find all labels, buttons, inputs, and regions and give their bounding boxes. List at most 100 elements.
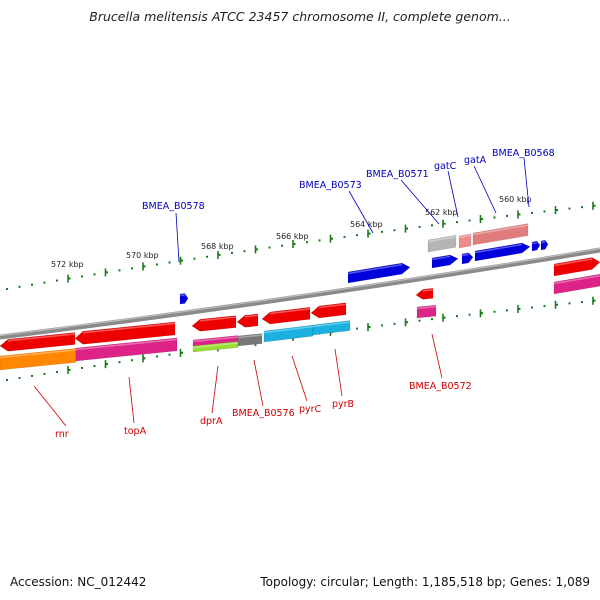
gene-topa [74, 321, 176, 345]
gene-bmea-b0578 [179, 293, 189, 305]
gene-pyrc-outer-shine [263, 325, 314, 334]
gene-pyrb-outer-shine [312, 321, 351, 328]
scale-dot [368, 325, 371, 328]
gene-dpra-outer-2 [192, 341, 239, 353]
reverse-leader-line [291, 355, 308, 402]
scale-dot [393, 229, 396, 232]
reverse-leader-line [253, 359, 264, 407]
scale-dot [118, 269, 121, 272]
gene-bmea-b0572-shine [422, 289, 434, 292]
scale-dot [356, 234, 358, 237]
scale-dot [568, 207, 571, 210]
gene-bmea-b0573-shine [347, 263, 403, 275]
gene-dpra-outer-1-shine [192, 336, 239, 343]
reverse-leader-line [211, 365, 219, 414]
gene-label-bmea-b0568[interactable]: BMEA_B0568 [492, 148, 555, 159]
gene-b0572-outer [416, 304, 437, 319]
scale-dot [543, 210, 546, 213]
scale-dot [218, 253, 221, 256]
scale-dot [43, 372, 46, 375]
gene-topa-outer [75, 337, 178, 362]
forward-leader-line [400, 179, 440, 225]
gene-label-bmea-b0576[interactable]: BMEA_B0576 [232, 408, 295, 419]
scale-dot [56, 279, 58, 282]
gene-label-bmea-b0572[interactable]: BMEA_B0572 [409, 381, 472, 392]
scale-dot [193, 257, 196, 260]
scale-label-566: 566 kbp [276, 232, 309, 241]
scale-dot [256, 248, 258, 251]
gene-dpra-shine [199, 316, 237, 322]
scale-dot [6, 379, 8, 382]
gene-label-bmea-b0578[interactable]: BMEA_B0578 [142, 201, 205, 212]
scale-label-572: 572 kbp [51, 260, 84, 269]
gene-features [0, 223, 600, 371]
gene-right-pink-shine [553, 274, 600, 285]
scale-dot [531, 306, 533, 309]
scale-dot [6, 287, 8, 290]
scale-dot [181, 351, 183, 354]
gene-label-bmea-b0573[interactable]: BMEA_B0573 [299, 180, 362, 191]
scale-dot [393, 322, 396, 325]
reverse-labels: rnr topA dprA BMEA_B0576 pyrC pyrB BMEA_… [55, 381, 472, 440]
gene-topa-shine [82, 322, 176, 334]
scale-dot [243, 250, 246, 253]
scale-dot [481, 217, 483, 220]
gene-pyrc-outer [263, 324, 314, 343]
gene-small-fwd-2-shine [540, 241, 546, 244]
scale-dot [518, 213, 521, 216]
gene-b0576-outer [237, 333, 263, 347]
gene-pyrc [261, 306, 311, 325]
gene-label-pyrb[interactable]: pyrB [332, 399, 354, 410]
scale-dot [31, 283, 33, 286]
scale-dot [381, 230, 383, 233]
scale-dot [506, 309, 508, 312]
scale-dot [381, 324, 383, 327]
scale-dot [506, 214, 508, 217]
gene-gata-rna-2-shine [472, 224, 529, 236]
scale-dot [443, 316, 446, 319]
scale-dot [68, 277, 71, 280]
scale-dot [131, 267, 133, 270]
gene-gatc-fwd [461, 252, 474, 265]
gene-label-bmea-b0571[interactable]: BMEA_B0571 [366, 169, 429, 180]
scale-dot [281, 244, 283, 247]
scale-dot [481, 312, 483, 315]
gene-label-gatc[interactable]: gatC [434, 161, 457, 172]
gene-label-dpra[interactable]: dprA [200, 416, 223, 427]
gene-label-topa[interactable]: topA [124, 426, 147, 437]
gene-label-pyrc[interactable]: pyrC [299, 404, 322, 415]
scale-label-568: 568 kbp [201, 242, 234, 251]
gene-label-rnr[interactable]: rnr [55, 429, 69, 440]
gene-pyrb-shine [318, 303, 347, 309]
scale-dot [106, 363, 108, 366]
scale-dot [456, 221, 458, 224]
chromosome-backbone-highlight [0, 247, 600, 337]
scale-dot [406, 227, 408, 230]
scale-dot [168, 353, 171, 356]
scale-dot [343, 235, 346, 238]
scale-label-560: 560 kbp [499, 195, 532, 204]
gene-gata-fwd [474, 242, 531, 262]
gene-b0576-outer-shine [237, 334, 263, 339]
scale-label-562: 562 kbp [425, 208, 458, 217]
gene-label-gata[interactable]: gatA [464, 155, 487, 166]
scale-dot [356, 327, 358, 330]
gene-rnr [0, 332, 76, 352]
map-title: Brucella melitensis ATCC 23457 chromosom… [89, 9, 511, 24]
scale-dot [368, 232, 371, 235]
gene-right-pink [553, 273, 600, 295]
gene-rnr-outer-shine [0, 349, 77, 359]
forward-labels: BMEA_B0578 BMEA_B0573 BMEA_B0571 gatC ga… [142, 148, 555, 212]
scale-dot [18, 376, 21, 379]
scale-dot [568, 302, 571, 305]
gene-dpra-outer-2-shine [192, 342, 239, 349]
scale-dot [456, 315, 458, 318]
scale-dot [443, 222, 446, 225]
gene-gata-fwd-shine [474, 243, 523, 254]
scale-dot [81, 366, 83, 369]
gene-gatc-fwd-shine [461, 253, 469, 257]
gene-pyrb [310, 302, 347, 319]
scale-dot [581, 206, 583, 209]
scale-dot [131, 359, 133, 362]
gene-small-fwd-2 [540, 239, 549, 251]
